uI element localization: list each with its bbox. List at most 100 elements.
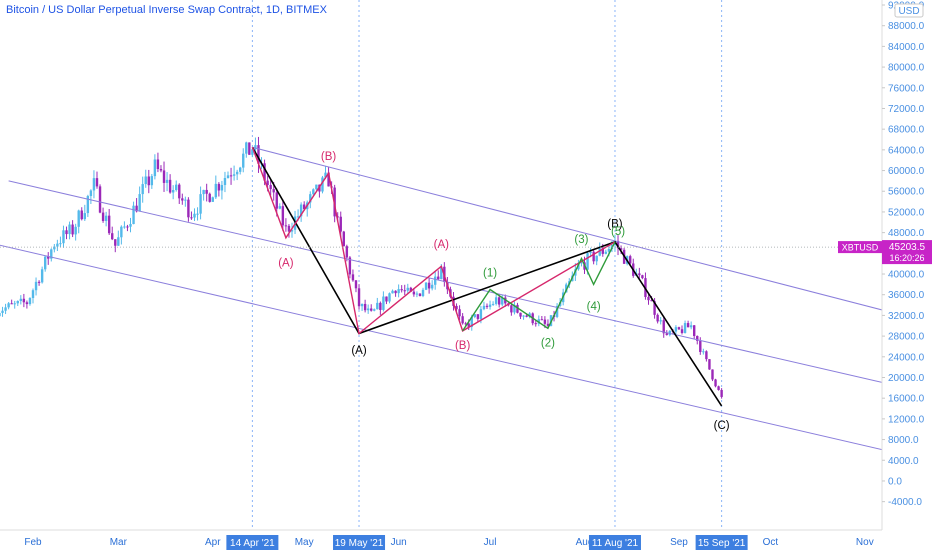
candle-body [668, 330, 672, 335]
candle [187, 197, 190, 222]
last-price-label: 45203.5 [889, 242, 926, 253]
price-tick-label: 4000.0 [888, 456, 919, 467]
candle-body [458, 309, 461, 317]
candle [89, 189, 93, 205]
candle [107, 208, 111, 235]
candle-body [522, 315, 525, 317]
price-tick-label: 68000.0 [888, 125, 925, 136]
candle [418, 293, 422, 297]
candle [62, 225, 65, 248]
candle [4, 303, 7, 315]
wave-label: (1) [483, 268, 497, 280]
candle [351, 269, 355, 282]
candle [476, 314, 480, 322]
candle-body [394, 290, 397, 294]
wave-label: (4) [587, 301, 601, 313]
candle [56, 239, 59, 252]
candle-body [342, 231, 345, 247]
price-tick-label: 84000.0 [888, 42, 925, 53]
candle-body [248, 142, 251, 155]
candle [86, 194, 90, 217]
symbol-badge [838, 241, 882, 254]
price-tick-label: 88000.0 [888, 21, 925, 32]
candle [674, 325, 678, 334]
candle [74, 223, 77, 241]
candle-body [269, 185, 272, 190]
candle [689, 321, 693, 330]
candle-body [202, 189, 205, 195]
candle-body [403, 290, 406, 292]
candle-body [592, 251, 595, 262]
candle [598, 242, 601, 257]
candle-body [296, 216, 300, 218]
candle-body [430, 284, 434, 289]
wave-label: (A) [351, 345, 367, 357]
candle [647, 294, 650, 305]
candle [501, 294, 504, 307]
time-tick-label: Jun [391, 537, 407, 548]
date-marker-label: 15 Sep '21 [698, 538, 746, 549]
candle [342, 230, 345, 247]
candle-body [357, 288, 361, 307]
candle [10, 299, 13, 305]
candle [641, 274, 644, 280]
candle-body [461, 316, 464, 324]
candle [114, 239, 117, 253]
candle-body [696, 335, 699, 341]
candle-body [415, 293, 419, 295]
candle-body [272, 189, 275, 193]
candle-body [123, 226, 126, 228]
candle-body [409, 287, 413, 292]
candle [284, 218, 288, 232]
price-tick-label: 16000.0 [888, 394, 925, 405]
candle-body [598, 248, 601, 256]
candle-body [217, 183, 221, 191]
candle [184, 196, 187, 207]
candle [400, 285, 403, 293]
candle [162, 161, 166, 192]
candle [629, 254, 632, 266]
candle-body [702, 351, 705, 353]
candle [238, 166, 242, 175]
candle [315, 184, 318, 191]
candle-body [482, 305, 486, 310]
candle-body [351, 274, 355, 281]
price-tick-label: 80000.0 [888, 63, 925, 74]
candle-body [10, 303, 13, 305]
candle [248, 142, 251, 155]
candle [376, 297, 379, 310]
candle-body [345, 246, 349, 258]
price-tick-label: -4000.0 [888, 497, 922, 508]
candle-body [708, 359, 711, 370]
candle [534, 320, 537, 327]
candle-body [25, 302, 29, 305]
candle [126, 224, 129, 232]
candle-body [540, 319, 544, 321]
candle-body [178, 184, 181, 199]
time-axis: Feb Mar Apr May Jun Jul Aug Sep Oct Nov 14 Apr '21… [0, 529, 882, 550]
candle-body [379, 302, 382, 310]
candle [59, 236, 62, 247]
candle [720, 388, 723, 399]
date-marker-badge [588, 535, 641, 550]
candle-body [641, 275, 644, 279]
currency-badge [894, 3, 924, 18]
chart-title: Bitcoin / US Dollar Perpetual Inverse Sw… [6, 4, 327, 16]
price-tick-label: 64000.0 [888, 145, 925, 156]
candle-body [525, 315, 528, 317]
wave-label: (5) [611, 226, 625, 238]
candle [95, 171, 99, 189]
candle-body [120, 226, 123, 238]
candle [415, 291, 419, 298]
candle-body [440, 266, 443, 280]
candle-body [497, 297, 501, 305]
candle-body [406, 287, 409, 291]
candle-body [223, 178, 227, 186]
candle [175, 180, 178, 192]
candle-body [19, 298, 23, 302]
candle-body [59, 243, 62, 245]
candle-body [275, 192, 278, 209]
candle-body [205, 189, 208, 194]
